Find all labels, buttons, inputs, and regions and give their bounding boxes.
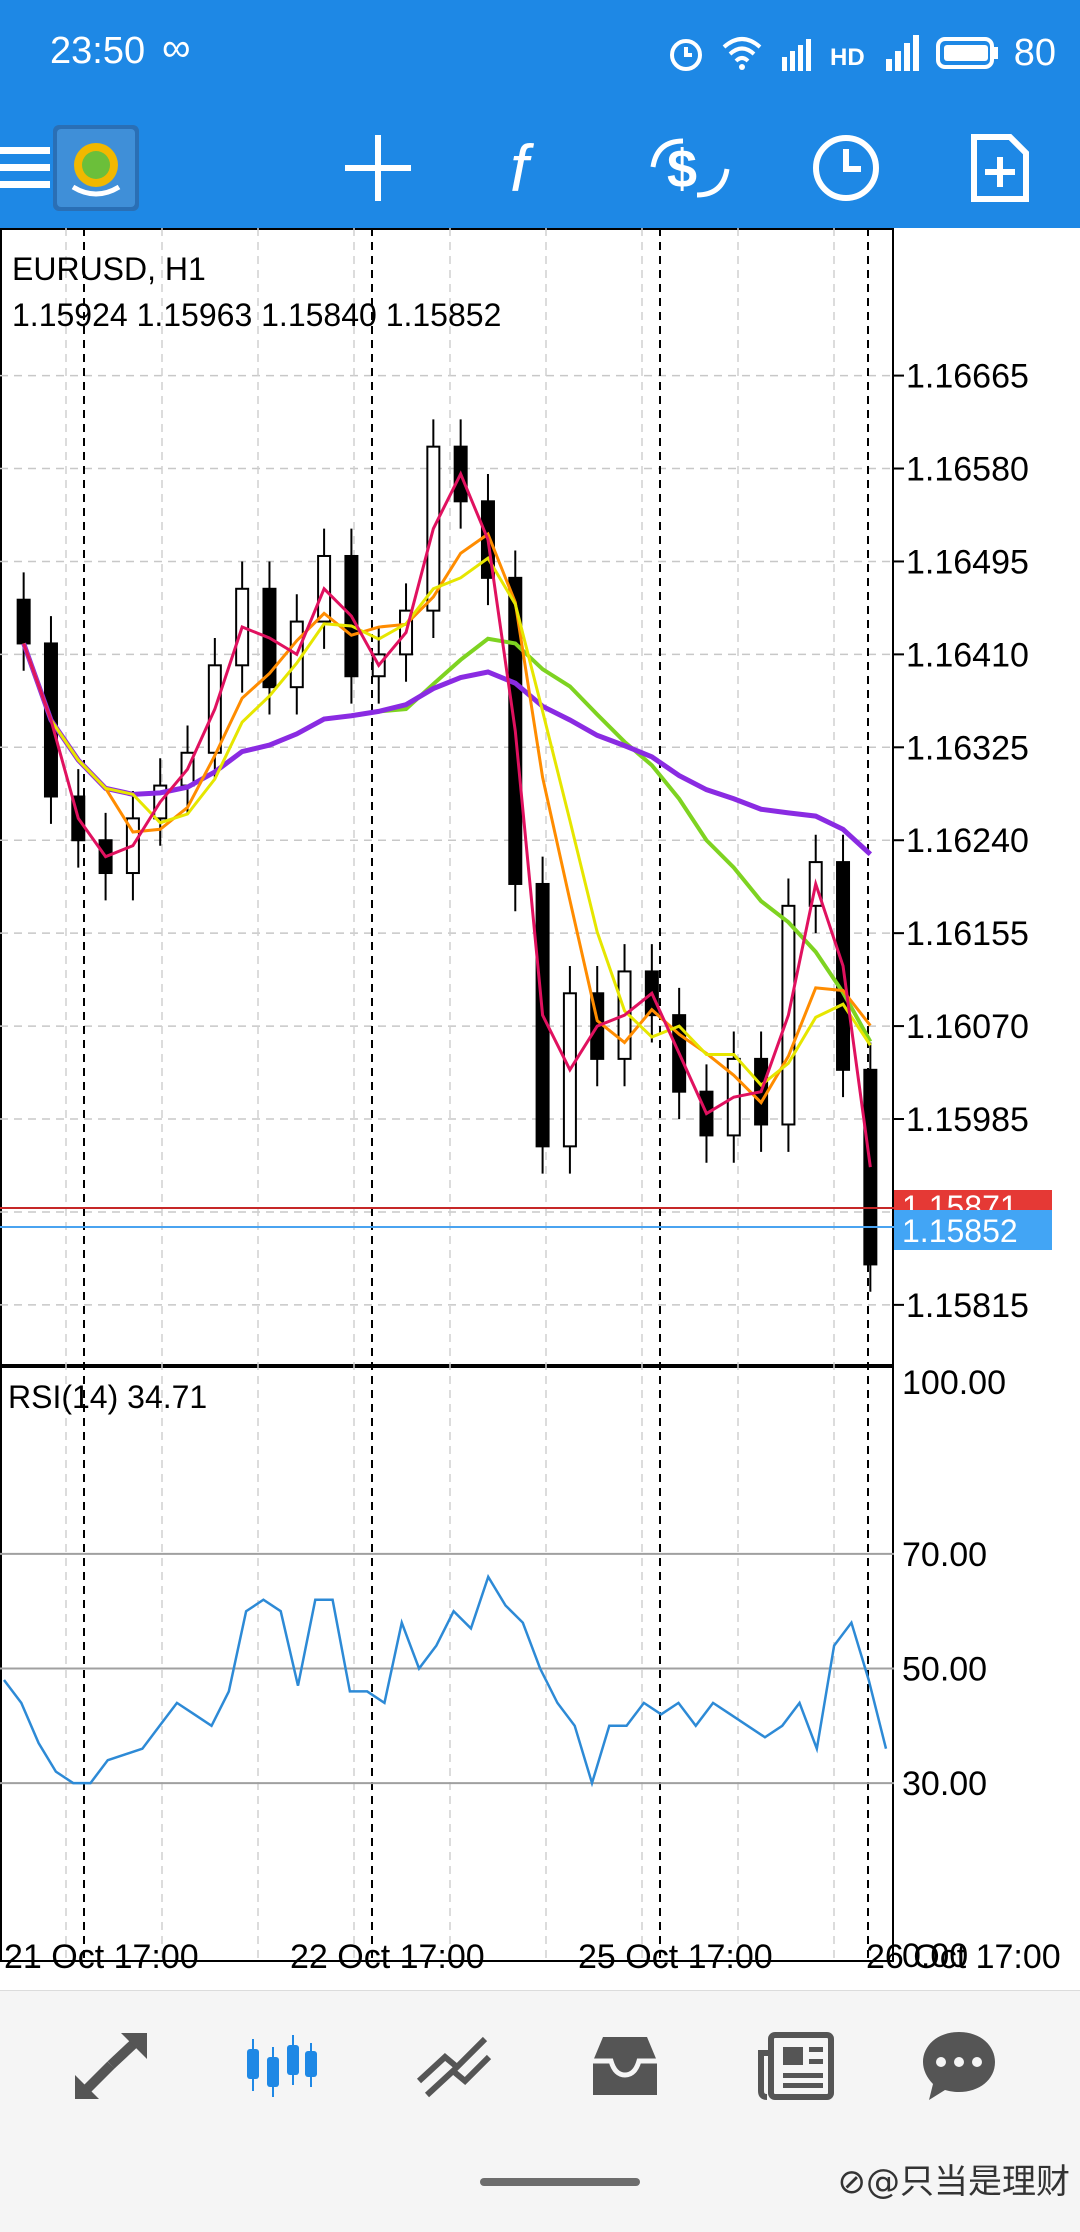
main-chart-frame (0, 228, 894, 1366)
status-bar: 23:50 ∞ HD 80 (0, 0, 1080, 110)
price-tick-label: 1.16665 (906, 358, 1029, 396)
news-icon[interactable] (742, 2021, 852, 2111)
home-indicator[interactable] (480, 2178, 640, 2186)
crosshair-icon[interactable] (328, 118, 428, 218)
chat-icon[interactable] (904, 2021, 1014, 2111)
rsi-level-label: 50.00 (902, 1651, 987, 1689)
chart-tab-icon[interactable] (226, 2021, 336, 2111)
price-chart[interactable]: 1.16665 1.16580 1.16495 1.16410 1.16325 1.162… (0, 228, 1080, 1988)
rsi-line (3, 1573, 888, 1788)
candle-body (16, 598, 31, 645)
time-label: 22 Oct 17:00 (290, 1938, 485, 1976)
price-tick-label: 1.15985 (906, 1101, 1029, 1139)
indicators-icon[interactable]: f (482, 118, 582, 218)
battery-icon (935, 37, 998, 69)
signal-icon (885, 35, 919, 71)
status-time: 23:50 (50, 30, 146, 72)
ma-purple-line (21, 642, 873, 857)
rsi-axis: 100.00 70.00 50.00 30.00 0.00 (902, 1364, 1006, 1975)
menu-icon[interactable] (0, 118, 70, 218)
time-label: 25 Oct 17:00 (578, 1938, 773, 1976)
alarm-icon (669, 39, 702, 71)
moving-averages (21, 470, 873, 1168)
candles (16, 419, 878, 1292)
hd-icon: HD (830, 44, 865, 71)
rsi-level-label: 100.00 (902, 1364, 1006, 1402)
time-label: 21 Oct 17:00 (4, 1938, 199, 1976)
rsi-label: RSI(14) 34.71 (8, 1379, 207, 1415)
price-tick-label: 1.16240 (906, 822, 1029, 860)
price-tick-label: 1.16410 (906, 636, 1029, 674)
home-indicator-bar: ⊘@只当是理财 (0, 2140, 1080, 2232)
wifi-icon (722, 37, 762, 70)
watermark: ⊘@只当是理财 (837, 2162, 1071, 2202)
chart-area[interactable]: 1.16665 1.16580 1.16495 1.16410 1.16325 1.162… (0, 228, 1080, 1988)
new-order-icon[interactable] (950, 118, 1050, 218)
rsi-frame (0, 1366, 894, 1962)
price-tick-label: 1.16070 (906, 1008, 1029, 1046)
top-toolbar: f $ (0, 110, 1080, 228)
price-tick-label: 1.16580 (906, 451, 1029, 489)
svg-text:f: f (510, 133, 535, 203)
objects-icon[interactable]: $ (640, 118, 740, 218)
price-axis: 1.16665 1.16580 1.16495 1.16410 1.16325 1.162… (894, 358, 1029, 1325)
history-icon[interactable] (570, 2021, 680, 2111)
ohlc-label: 1.15924 1.15963 1.15840 1.15852 (12, 297, 501, 333)
time-axis: 21 Oct 17:00 22 Oct 17:00 25 Oct 17:00 26 O… (4, 1938, 1061, 1976)
time-label: 26 Oct 17:00 (866, 1938, 1061, 1976)
infinity-icon: ∞ (162, 26, 191, 70)
svg-text:$: $ (667, 139, 697, 199)
ma-red-line (22, 470, 872, 1168)
rsi-level-label: 30.00 (902, 1765, 987, 1803)
price-tick-label: 1.16155 (906, 915, 1029, 953)
rsi-level-label: 0.00 (902, 1937, 968, 1975)
svg-text:HD: HD (830, 44, 865, 71)
app-logo-icon[interactable] (46, 118, 146, 218)
symbol-label: EURUSD, H1 (12, 251, 206, 287)
status-icons: HD 80 (666, 28, 1056, 78)
ma-orange-line (22, 531, 872, 1106)
battery-level: 80 (1013, 31, 1056, 74)
rsi-level-label: 70.00 (902, 1536, 987, 1574)
bid-price: 1.15852 (902, 1213, 1018, 1249)
trade-icon[interactable] (398, 2021, 508, 2111)
bid-price-badge (894, 1210, 1052, 1250)
price-tick-label: 1.16325 (906, 729, 1029, 767)
timeframe-icon[interactable] (796, 118, 896, 218)
rsi-indicator (0, 1552, 894, 1788)
quotes-icon[interactable] (56, 2021, 166, 2111)
ma-yellow-line (22, 555, 872, 1088)
price-tick-label: 1.16495 (906, 543, 1029, 581)
bottom-navigation (0, 1990, 1080, 2141)
signal-4g-icon (781, 39, 811, 71)
price-tick-label: 1.15815 (906, 1287, 1029, 1325)
